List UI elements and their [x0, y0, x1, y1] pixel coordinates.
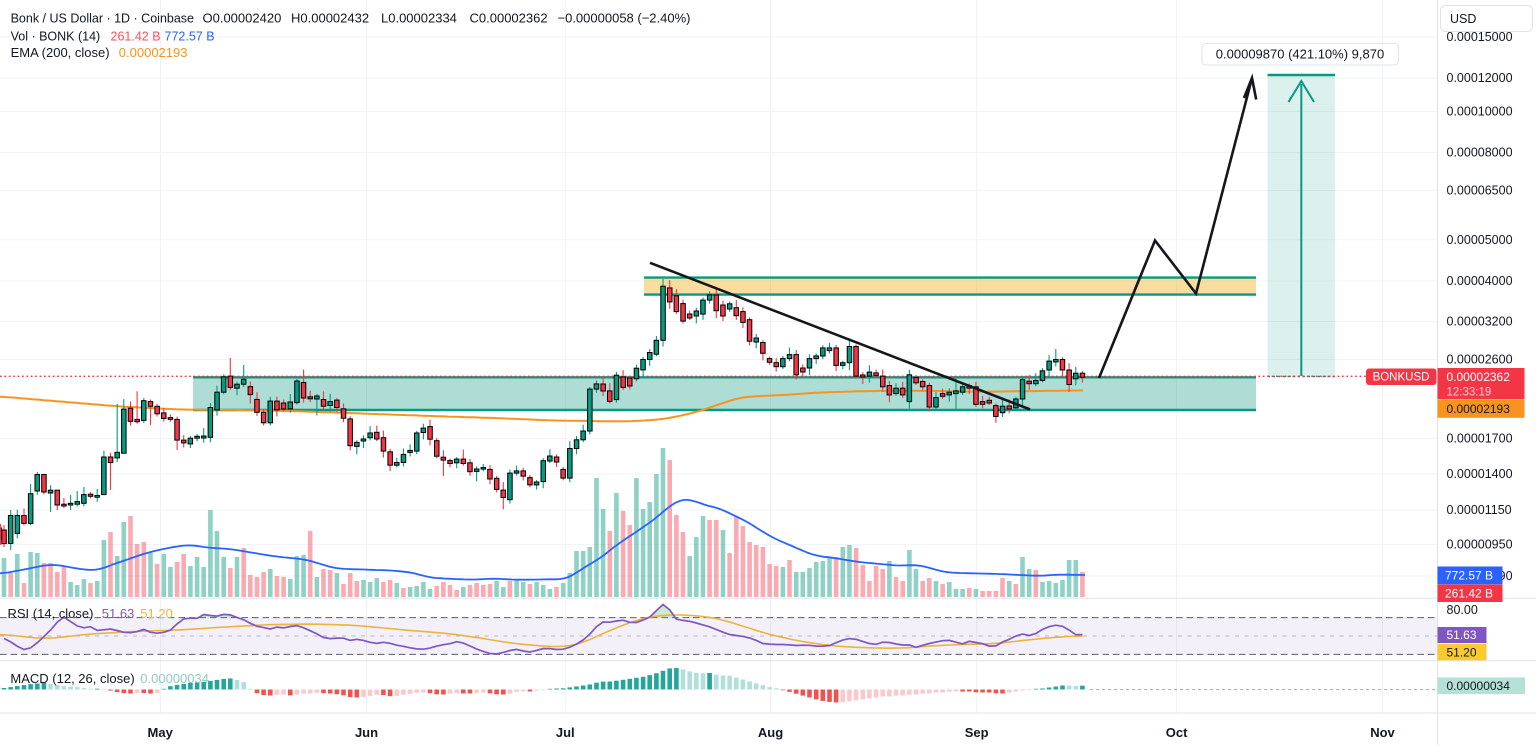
- svg-text:0.00008000: 0.00008000: [1447, 146, 1513, 160]
- svg-text:0.00012000: 0.00012000: [1447, 71, 1513, 85]
- svg-text:USD: USD: [1450, 12, 1476, 26]
- svg-text:RSI (14, close): RSI (14, close): [8, 606, 94, 621]
- svg-text:0.00002600: 0.00002600: [1447, 353, 1513, 367]
- svg-text:0.00004000: 0.00004000: [1447, 274, 1513, 288]
- svg-text:0.00001700: 0.00001700: [1447, 432, 1513, 446]
- svg-text:0.00002362: 0.00002362: [1447, 370, 1511, 384]
- svg-text:0.00000950: 0.00000950: [1447, 538, 1513, 552]
- svg-text:0.00005000: 0.00005000: [1447, 233, 1513, 247]
- svg-text:L0.00002334: L0.00002334: [381, 11, 457, 26]
- svg-text:Aug: Aug: [758, 725, 783, 740]
- svg-text:BONKUSD: BONKUSD: [1373, 372, 1430, 384]
- svg-text:12:33:19: 12:33:19: [1447, 387, 1492, 399]
- svg-text:EMA (200, close): EMA (200, close): [11, 45, 110, 60]
- svg-text:51.20: 51.20: [1447, 645, 1477, 659]
- svg-text:0.00000034: 0.00000034: [140, 671, 209, 686]
- svg-text:0.00002193: 0.00002193: [119, 45, 188, 60]
- svg-text:Oct: Oct: [1166, 725, 1188, 740]
- svg-text:0.00002193: 0.00002193: [1447, 402, 1511, 416]
- svg-text:261.42 B: 261.42 B: [111, 29, 161, 43]
- svg-text:O0.00002420: O0.00002420: [203, 11, 282, 26]
- svg-text:261.42 B: 261.42 B: [1445, 586, 1493, 600]
- svg-text:51.20: 51.20: [140, 606, 173, 621]
- svg-text:0.00001400: 0.00001400: [1447, 467, 1513, 481]
- svg-text:Jun: Jun: [355, 725, 378, 740]
- svg-text:772.57 B: 772.57 B: [165, 29, 215, 43]
- svg-text:0.00003200: 0.00003200: [1447, 315, 1513, 329]
- svg-text:0.00009870 (421.10%) 9,870: 0.00009870 (421.10%) 9,870: [1216, 47, 1384, 62]
- svg-text:−0.00000058 (−2.40%): −0.00000058 (−2.40%): [558, 11, 691, 26]
- svg-text:Sep: Sep: [965, 725, 989, 740]
- svg-text:80.00: 80.00: [1447, 603, 1478, 617]
- svg-text:0.00006500: 0.00006500: [1447, 184, 1513, 198]
- svg-text:Bonk / US Dollar · 1D · Coinba: Bonk / US Dollar · 1D · Coinbase: [11, 12, 194, 26]
- svg-text:H0.00002432: H0.00002432: [291, 11, 369, 26]
- svg-text:0.00015000: 0.00015000: [1447, 30, 1513, 44]
- svg-text:Vol · BONK (14): Vol · BONK (14): [11, 29, 101, 43]
- svg-text:51.63: 51.63: [1447, 628, 1477, 642]
- svg-text:51.63: 51.63: [102, 606, 135, 621]
- svg-text:C0.00002362: C0.00002362: [470, 11, 548, 26]
- svg-text:May: May: [148, 725, 174, 740]
- svg-text:Jul: Jul: [556, 725, 575, 740]
- svg-text:Nov: Nov: [1370, 725, 1395, 740]
- svg-text:MACD (12, 26, close): MACD (12, 26, close): [10, 671, 134, 686]
- svg-text:0.00010000: 0.00010000: [1447, 105, 1513, 119]
- svg-text:772.57 B: 772.57 B: [1445, 569, 1493, 583]
- svg-text:0.00000034: 0.00000034: [1447, 679, 1511, 693]
- svg-text:0.00001150: 0.00001150: [1447, 503, 1512, 517]
